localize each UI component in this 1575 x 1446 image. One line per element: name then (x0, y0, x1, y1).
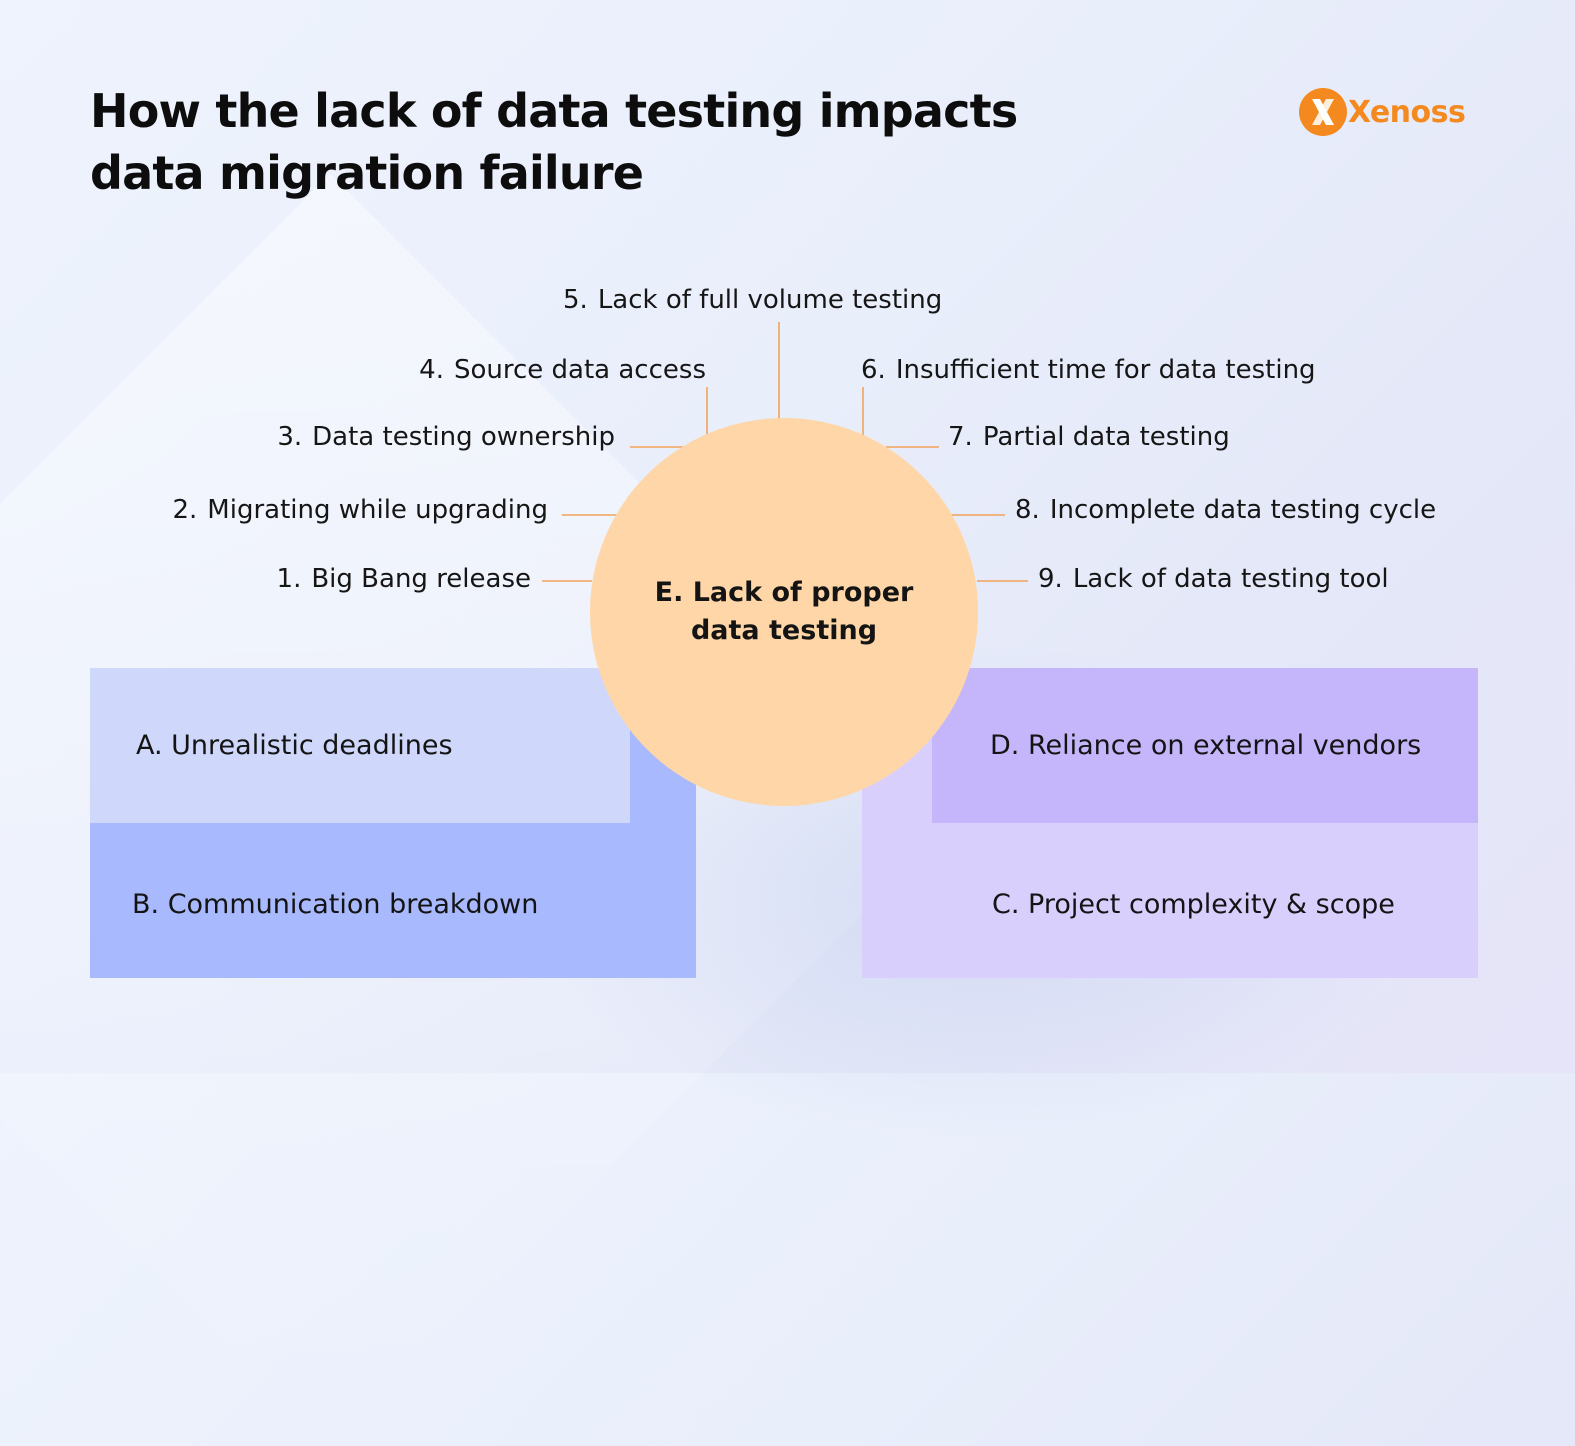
category-label-c: C. Project complexity & scope (992, 889, 1395, 920)
factor-label-1: 1. Big Bang release (276, 564, 531, 594)
center-circle: E. Lack of proper data testing (590, 418, 978, 806)
factor-label-8: 8. Incomplete data testing cycle (1015, 495, 1437, 525)
xenoss-logo: Xenoss (1299, 88, 1466, 136)
factor-label-2: 2. Migrating while upgrading (172, 495, 548, 525)
center-label: E. Lack of proper data testing (654, 577, 914, 646)
page-title: How the lack of data testing impacts dat… (90, 84, 1018, 200)
factor-label-7: 7. Partial data testing (948, 422, 1230, 452)
category-label-b: B. Communication breakdown (132, 889, 539, 920)
logo-wordmark: Xenoss (1348, 94, 1466, 130)
category-label-a: A. Unrealistic deadlines (136, 730, 453, 761)
category-box-d: D. Reliance on external vendors (932, 668, 1478, 823)
factor-label-6: 6. Insufficient time for data testing (861, 355, 1316, 385)
factor-label-4: 4. Source data access (419, 355, 706, 385)
category-label-d: D. Reliance on external vendors (990, 730, 1422, 761)
factor-label-3: 3. Data testing ownership (277, 422, 615, 452)
factor-label-5: 5. Lack of full volume testing (563, 285, 943, 315)
category-box-a: A. Unrealistic deadlines (90, 668, 630, 823)
connector-lines (542, 322, 1028, 582)
xenoss-logo-icon (1299, 88, 1347, 136)
factor-label-9: 9. Lack of data testing tool (1038, 564, 1389, 594)
